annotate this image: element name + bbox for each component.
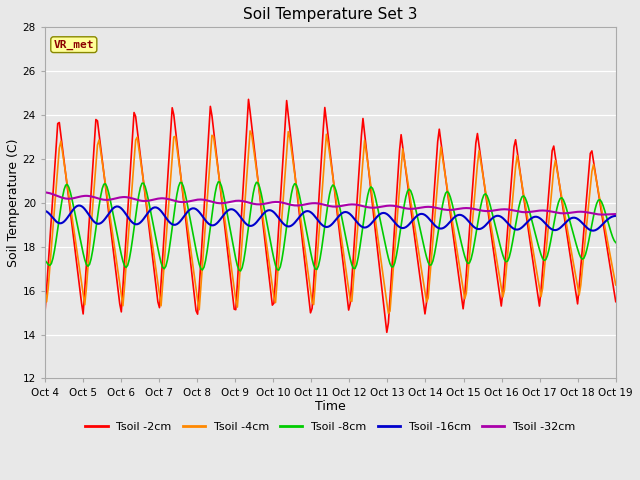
Tsoil -2cm [292,183,300,189]
Tsoil -16cm [612,213,620,219]
Tsoil -32cm [240,198,248,204]
Tsoil -4cm [246,128,254,134]
Tsoil -16cm [582,224,589,229]
Tsoil -32cm [211,200,219,205]
Tsoil -2cm [230,306,238,312]
Tsoil -2cm [41,310,49,315]
Tsoil -8cm [111,220,119,226]
Tsoil -16cm [589,228,597,233]
Tsoil -32cm [291,203,298,208]
Tsoil -16cm [41,208,49,214]
Tsoil -16cm [113,204,120,209]
Tsoil -4cm [111,247,119,253]
Tsoil -16cm [232,208,239,214]
Tsoil -8cm [612,240,620,245]
Tsoil -4cm [583,217,591,223]
Title: Soil Temperature Set 3: Soil Temperature Set 3 [243,7,418,22]
Tsoil -2cm [612,299,620,304]
Tsoil -8cm [583,245,591,251]
Tsoil -4cm [292,182,300,188]
Tsoil -2cm [583,188,591,194]
Tsoil -2cm [211,140,219,146]
Tsoil -32cm [111,196,119,202]
Tsoil -16cm [241,220,249,226]
Tsoil -32cm [41,190,49,195]
X-axis label: Time: Time [315,400,346,413]
Tsoil -4cm [240,216,248,222]
Tsoil -4cm [612,282,620,288]
Tsoil -2cm [244,96,252,102]
Tsoil -32cm [580,209,588,215]
Tsoil -32cm [599,212,607,217]
Line: Tsoil -8cm: Tsoil -8cm [45,182,616,271]
Legend: Tsoil -2cm, Tsoil -4cm, Tsoil -8cm, Tsoil -16cm, Tsoil -32cm: Tsoil -2cm, Tsoil -4cm, Tsoil -8cm, Tsoi… [81,417,580,436]
Tsoil -32cm [612,211,620,217]
Tsoil -8cm [243,236,251,242]
Tsoil -4cm [230,286,238,291]
Tsoil -4cm [211,145,219,151]
Tsoil -8cm [41,258,49,264]
Tsoil -32cm [230,198,238,204]
Tsoil -4cm [385,311,392,316]
Tsoil -8cm [294,186,301,192]
Tsoil -8cm [211,191,219,196]
Line: Tsoil -32cm: Tsoil -32cm [45,192,616,215]
Tsoil -2cm [240,175,248,181]
Tsoil -8cm [214,179,222,185]
Tsoil -8cm [237,268,244,274]
Tsoil -2cm [383,329,390,335]
Text: VR_met: VR_met [54,39,94,50]
Tsoil -16cm [292,218,300,224]
Tsoil -4cm [41,288,49,294]
Tsoil -8cm [232,256,239,262]
Tsoil -2cm [111,261,119,267]
Y-axis label: Soil Temperature (C): Soil Temperature (C) [7,139,20,267]
Line: Tsoil -16cm: Tsoil -16cm [45,205,616,230]
Tsoil -16cm [74,203,82,208]
Tsoil -16cm [213,221,221,227]
Line: Tsoil -2cm: Tsoil -2cm [45,99,616,332]
Line: Tsoil -4cm: Tsoil -4cm [45,131,616,313]
